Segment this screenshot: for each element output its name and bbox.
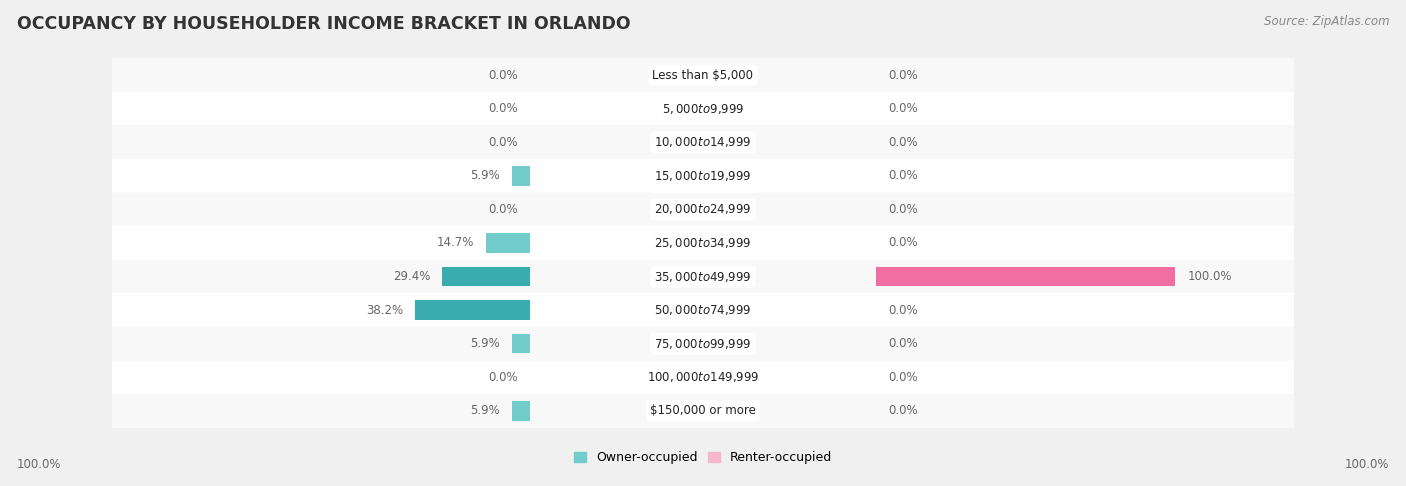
Text: 5.9%: 5.9% [471,337,501,350]
Bar [112,192,1294,226]
Text: 100.0%: 100.0% [1187,270,1232,283]
Bar [112,125,1294,159]
Bar [512,166,530,186]
Text: $5,000 to $9,999: $5,000 to $9,999 [662,102,744,116]
Text: 0.0%: 0.0% [488,136,517,149]
Text: 0.0%: 0.0% [488,371,517,384]
Bar [112,260,1294,294]
Bar [112,327,1294,361]
Text: $150,000 or more: $150,000 or more [650,404,756,417]
Text: 5.9%: 5.9% [471,404,501,417]
Text: $75,000 to $99,999: $75,000 to $99,999 [654,337,752,351]
Text: $50,000 to $74,999: $50,000 to $74,999 [654,303,752,317]
Text: 100.0%: 100.0% [1344,458,1389,471]
Text: 5.9%: 5.9% [471,169,501,182]
Bar [876,267,1175,286]
Text: 0.0%: 0.0% [889,237,918,249]
Text: 0.0%: 0.0% [488,203,517,216]
Text: 0.0%: 0.0% [889,136,918,149]
Text: $15,000 to $19,999: $15,000 to $19,999 [654,169,752,183]
Text: 0.0%: 0.0% [889,69,918,82]
Text: $35,000 to $49,999: $35,000 to $49,999 [654,270,752,283]
Text: Less than $5,000: Less than $5,000 [652,69,754,82]
Legend: Owner-occupied, Renter-occupied: Owner-occupied, Renter-occupied [568,447,838,469]
Text: $25,000 to $34,999: $25,000 to $34,999 [654,236,752,250]
Text: 14.7%: 14.7% [437,237,474,249]
Bar [416,300,530,320]
Text: $100,000 to $149,999: $100,000 to $149,999 [647,370,759,384]
Text: 0.0%: 0.0% [889,371,918,384]
Text: 0.0%: 0.0% [889,169,918,182]
Text: $20,000 to $24,999: $20,000 to $24,999 [654,203,752,216]
Text: OCCUPANCY BY HOUSEHOLDER INCOME BRACKET IN ORLANDO: OCCUPANCY BY HOUSEHOLDER INCOME BRACKET … [17,15,630,33]
Bar [486,233,530,253]
Bar [112,92,1294,125]
Text: 29.4%: 29.4% [392,270,430,283]
Text: 0.0%: 0.0% [889,337,918,350]
Text: 0.0%: 0.0% [889,102,918,115]
Bar [112,361,1294,394]
Bar [112,394,1294,428]
Text: Source: ZipAtlas.com: Source: ZipAtlas.com [1264,15,1389,28]
Text: 0.0%: 0.0% [488,69,517,82]
Text: 0.0%: 0.0% [488,102,517,115]
Bar [512,401,530,420]
Text: 100.0%: 100.0% [17,458,62,471]
Text: 0.0%: 0.0% [889,203,918,216]
Text: 0.0%: 0.0% [889,304,918,317]
Text: 38.2%: 38.2% [367,304,404,317]
Text: $10,000 to $14,999: $10,000 to $14,999 [654,135,752,149]
Bar [112,294,1294,327]
Bar [112,226,1294,260]
Bar [112,58,1294,92]
Bar [512,334,530,353]
Text: 0.0%: 0.0% [889,404,918,417]
Bar [441,267,530,286]
Bar [112,159,1294,192]
